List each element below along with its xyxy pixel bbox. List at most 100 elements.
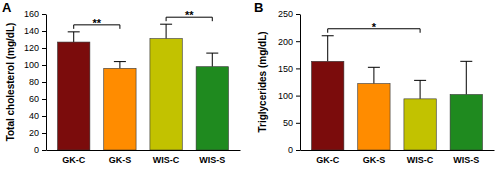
x-tick-label: GK-S xyxy=(363,155,386,165)
y-tick: 200 xyxy=(278,37,300,47)
y-tick-label: 0 xyxy=(34,145,39,155)
y-tick-label: 100 xyxy=(24,60,39,70)
bar xyxy=(358,84,390,150)
x-tick: WIS-C xyxy=(407,150,434,165)
y-tick-mark xyxy=(42,150,46,151)
panel-label: B xyxy=(254,0,263,15)
x-tick: GK-C xyxy=(62,150,85,165)
y-tick-label: 200 xyxy=(278,37,293,47)
y-tick-mark xyxy=(296,41,300,42)
y-tick-label: 40 xyxy=(29,111,39,121)
y-tick-mark xyxy=(42,31,46,32)
y-tick-mark xyxy=(296,96,300,97)
error-bar xyxy=(414,80,426,98)
x-tick-label: WIS-C xyxy=(153,155,180,165)
x-tick: WIS-S xyxy=(199,150,225,165)
bar xyxy=(104,68,136,150)
plot-area xyxy=(58,24,229,150)
x-tick-label: WIS-C xyxy=(407,155,434,165)
y-tick-mark xyxy=(42,48,46,49)
bar xyxy=(58,42,90,150)
error-bar xyxy=(114,62,126,69)
y-tick: 0 xyxy=(34,145,46,155)
y-axis: 0 20 40 60 80 100 120 140 160 xyxy=(24,9,47,155)
y-tick: 100 xyxy=(24,60,46,70)
bar xyxy=(312,61,344,150)
error-bar xyxy=(460,61,472,94)
bar xyxy=(196,67,228,150)
figure: A020406080100120140160GK-CGK-SWIS-CWIS-S… xyxy=(0,0,500,182)
y-tick-mark xyxy=(296,14,300,15)
error-bar xyxy=(68,32,80,42)
y-tick-mark xyxy=(42,133,46,134)
bar xyxy=(404,99,436,150)
x-tick-label: WIS-S xyxy=(199,155,225,165)
y-tick: 140 xyxy=(24,26,46,36)
error-bar-stem xyxy=(373,67,374,83)
error-bar-stem xyxy=(420,80,421,98)
y-tick: 50 xyxy=(283,118,300,128)
y-tick-mark xyxy=(42,116,46,117)
error-bar-stem xyxy=(466,61,467,94)
y-tick: 120 xyxy=(24,43,46,53)
y-tick-label: 0 xyxy=(288,145,293,155)
y-tick-mark xyxy=(42,99,46,100)
error-bar-cap xyxy=(460,61,472,62)
error-bar-stem xyxy=(119,62,120,69)
y-tick-label: 120 xyxy=(24,43,39,53)
error-bar xyxy=(322,36,334,62)
error-bar-stem xyxy=(166,24,167,38)
y-tick: 0 xyxy=(288,145,300,155)
significance-label: ** xyxy=(93,17,102,29)
y-tick-label: 60 xyxy=(29,94,39,104)
bar xyxy=(450,95,482,150)
y-tick-label: 160 xyxy=(24,9,39,19)
error-bar-cap xyxy=(414,80,426,81)
x-tick: GK-C xyxy=(316,150,339,165)
y-axis-label: Triglycerides (mg/dL) xyxy=(257,31,268,132)
y-axis-label: Total cholesterol (mg/dL) xyxy=(5,23,16,142)
x-tick-label: GK-C xyxy=(62,155,85,165)
panel: A020406080100120140160GK-CGK-SWIS-CWIS-S… xyxy=(2,0,241,165)
error-bar-stem xyxy=(212,53,213,67)
y-tick: 40 xyxy=(29,111,46,121)
y-tick: 250 xyxy=(278,9,300,19)
y-axis: 0 50 100 150 200 250 xyxy=(278,9,301,155)
error-bar-stem xyxy=(73,32,74,42)
x-axis: GK-C GK-S WIS-C WIS-S xyxy=(301,150,495,165)
x-axis-line xyxy=(301,150,495,151)
y-tick-mark xyxy=(42,82,46,83)
y-tick: 160 xyxy=(24,9,46,19)
error-bar xyxy=(206,53,218,67)
y-tick-label: 100 xyxy=(278,91,293,101)
x-axis-line xyxy=(47,150,241,151)
y-tick: 150 xyxy=(278,64,300,74)
x-axis: GK-C GK-S WIS-C WIS-S xyxy=(47,150,241,165)
y-tick-mark xyxy=(296,123,300,124)
significance-label: * xyxy=(372,21,377,33)
error-bar-cap xyxy=(68,31,80,32)
y-tick-mark xyxy=(296,68,300,69)
y-tick-mark xyxy=(42,65,46,66)
error-bar-cap xyxy=(322,35,334,36)
y-tick: 100 xyxy=(278,91,300,101)
x-tick-label: GK-C xyxy=(316,155,339,165)
y-tick: 80 xyxy=(29,77,46,87)
y-axis-line xyxy=(300,15,301,151)
significance-bracket: ** xyxy=(74,17,120,29)
y-tick-label: 20 xyxy=(29,128,39,138)
y-axis-line xyxy=(46,15,47,151)
y-tick-label: 140 xyxy=(24,26,39,36)
x-tick: WIS-S xyxy=(453,150,479,165)
y-tick-label: 80 xyxy=(29,77,39,87)
y-tick-label: 150 xyxy=(278,64,293,74)
panel: B 0 50 100 150 200 250 GK-C GK-S WIS-C WIS-S Trigly… xyxy=(254,0,495,165)
error-bar-cap xyxy=(114,61,126,62)
error-bar-stem xyxy=(327,36,328,62)
error-bar-cap xyxy=(368,67,380,68)
x-tick: GK-S xyxy=(363,150,386,165)
x-tick: GK-S xyxy=(109,150,131,165)
x-tick-label: WIS-S xyxy=(453,155,479,165)
y-tick-label: 250 xyxy=(278,9,293,19)
significance-bracket: ** xyxy=(166,9,212,21)
